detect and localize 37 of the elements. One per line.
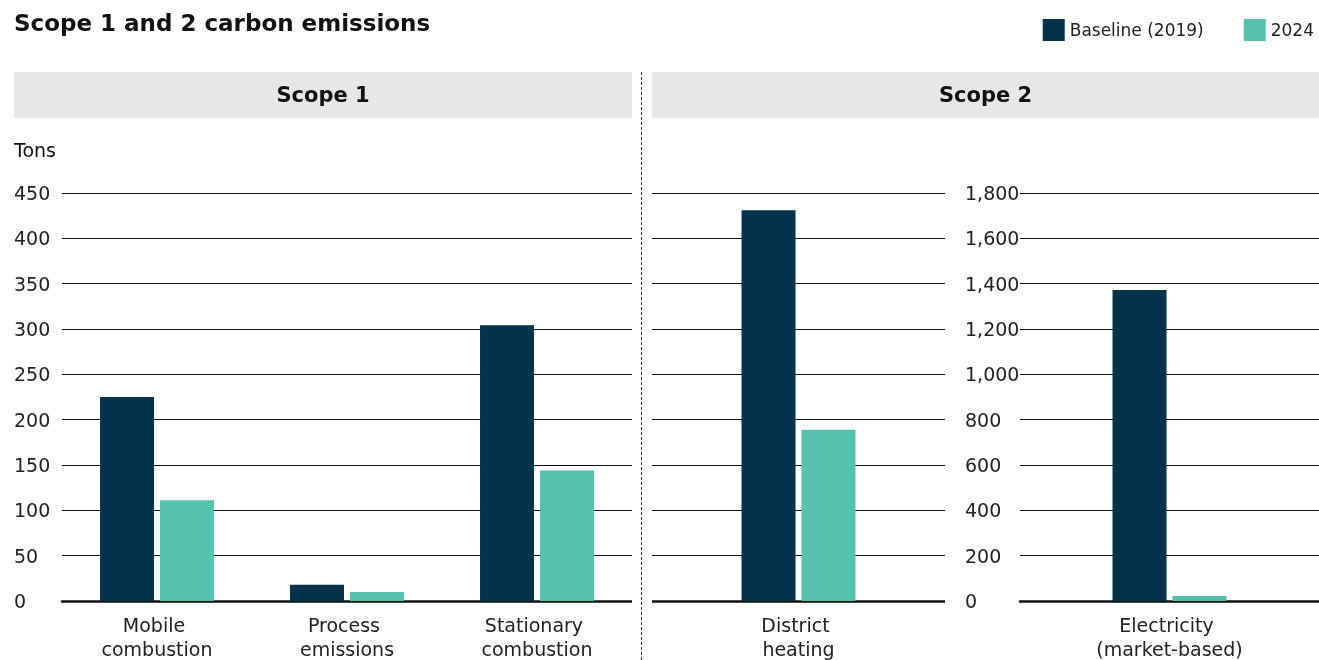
y-tick-label: 150 <box>14 454 51 476</box>
chart-title: Scope 1 and 2 carbon emissions <box>14 10 431 36</box>
y-tick-label: 200 <box>965 544 1002 567</box>
y-tick-label: 300 <box>14 318 51 340</box>
y-tick-label: 1,400 <box>965 272 1020 295</box>
x-tick-label: District heating <box>761 614 836 660</box>
x-tick-label: Mobile combustion <box>101 614 213 660</box>
y-tick-label: 600 <box>965 454 1002 476</box>
bar <box>349 591 404 601</box>
y-tick-label: 450 <box>14 182 51 204</box>
y-tick-label: 100 <box>14 499 51 522</box>
x-tick-label: Process emissions <box>299 614 395 660</box>
y-tick-label: 1,600 <box>965 227 1020 250</box>
y-tick-label: 250 <box>14 363 51 386</box>
y-tick-label: 400 <box>14 227 51 250</box>
legend-label: 2024 <box>1270 20 1314 40</box>
y-tick-label: 350 <box>14 272 51 295</box>
y-tick-label: 0 <box>14 590 27 612</box>
y-tick-label: 50 <box>14 544 39 567</box>
bar <box>290 584 345 601</box>
y-tick-label: 0 <box>965 590 978 612</box>
bar <box>539 470 594 601</box>
y-tick-label: 800 <box>965 408 1002 431</box>
bar <box>159 500 214 601</box>
y-tick-label: 1,800 <box>965 182 1020 204</box>
chart-subtitle: Scope 2 <box>652 72 1319 118</box>
y-tick-label: 1,000 <box>965 363 1020 386</box>
y-axis-title: Tons <box>14 139 56 161</box>
y-tick-label: 200 <box>14 408 51 431</box>
x-tick-label: Electricity (market-based) <box>1096 614 1243 660</box>
bar <box>100 397 155 601</box>
x-tick-label: Stationary combustion <box>481 614 593 660</box>
chart-subtitle: Scope 1 <box>14 72 632 118</box>
y-tick-label: 1,200 <box>965 318 1020 340</box>
y-tick-label: 400 <box>965 499 1002 522</box>
legend-label: Baseline (2019) <box>1069 20 1204 40</box>
bar <box>480 325 535 601</box>
